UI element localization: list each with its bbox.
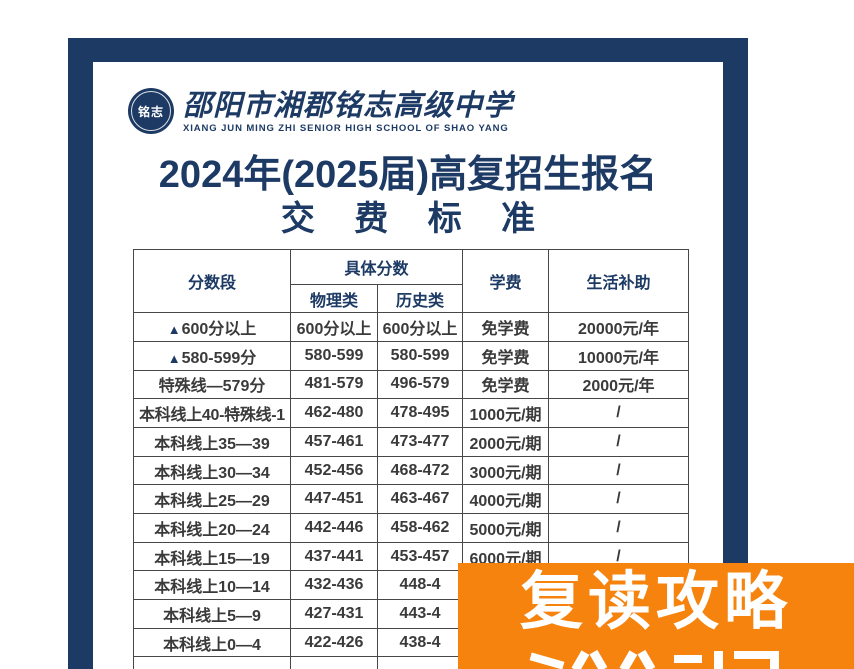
poster-title: 2024年(2025届)高复招生报名 — [158, 154, 658, 197]
segment-label: 本科线上35—39 — [154, 435, 270, 453]
cell-subsidy: / — [548, 484, 690, 515]
fee-table: 分数段 具体分数 学费 生活补助 物理类 历史类 ▲600分以上 600分以上 60… — [133, 249, 690, 669]
cell-history: 448-4 — [376, 570, 464, 601]
cell-history: 600分以上 — [376, 312, 464, 342]
header-physics: 物理类 — [290, 284, 378, 314]
cell-history: 463-467 — [376, 484, 464, 515]
cell-segment: 本科线上25—29 — [133, 484, 291, 515]
cell-physics: 447-451 — [290, 484, 378, 515]
cell-physics: 427-431 — [290, 599, 378, 629]
segment-label: 580-599分 — [181, 349, 257, 367]
cell-history: 438-4 — [376, 627, 464, 658]
header-score-segment: 分数段 — [133, 249, 291, 314]
cell-physics: 437-441 — [290, 541, 378, 572]
cell-physics: 422-426 — [290, 627, 378, 658]
cell-subsidy: / — [548, 513, 690, 543]
segment-label: 特殊线—579分 — [158, 378, 266, 396]
cell-tuition: 2000元/期 — [462, 426, 550, 457]
cell-tuition: 1000元/期 — [462, 398, 550, 428]
clipped-second-line-glyphs — [529, 649, 779, 669]
cell-tuition: 5000元/期 — [462, 513, 550, 543]
cell-tuition: 3000元/期 — [462, 455, 550, 486]
seal-text: 铭志 — [137, 104, 164, 119]
triangle-icon: ▲ — [167, 322, 181, 338]
table-row: 本科线上40-特殊线-1 462-480 478-495 1000元/期 / — [133, 398, 690, 428]
cell-segment: ▲600分以上 — [133, 312, 291, 342]
cell-history: 580-599 — [376, 340, 464, 371]
cell-history: 443-4 — [376, 599, 464, 629]
table-row: 本科线上25—29 447-451 463-467 4000元/期 / — [133, 484, 690, 515]
table-row: 特殊线—579分 481-579 496-579 免学费 2000元/年 — [133, 369, 690, 400]
cell-history: 473-477 — [376, 426, 464, 457]
cell-history: 458-462 — [376, 513, 464, 543]
segment-label: 本科线上0—4 — [163, 636, 261, 654]
cell-subsidy: / — [548, 455, 690, 486]
school-name-english: XIANG JUN MING ZHI SENIOR HIGH SCHOOL OF… — [183, 123, 509, 135]
segment-label: 本科线上40-特殊线-1 — [139, 407, 285, 425]
cell-tuition: 免学费 — [462, 340, 550, 371]
cell-subsidy: / — [548, 426, 690, 457]
cell-segment: 本科线上20—24 — [133, 513, 291, 543]
cell-history: 468-472 — [376, 455, 464, 486]
cell-subsidy: 10000元/年 — [548, 340, 690, 371]
cell-physics: 462-480 — [290, 398, 378, 428]
poster-subtitle: 交 费 标 准 — [280, 200, 551, 239]
segment-label: 600分以上 — [181, 321, 257, 339]
cell-segment: 本科线上15—19 — [133, 541, 291, 572]
cell-segment — [133, 656, 291, 669]
cell-physics — [290, 656, 378, 669]
cell-history: 478-495 — [376, 398, 464, 428]
header-history: 历史类 — [376, 284, 464, 314]
cell-segment: 本科线上0—4 — [133, 627, 291, 658]
cell-history: 453-457 — [376, 541, 464, 572]
segment-label: 本科线上25—29 — [154, 493, 270, 511]
cell-subsidy: / — [548, 398, 690, 428]
school-name-chinese: 邵阳市湘郡铭志高级中学 — [183, 88, 514, 122]
cell-subsidy: 2000元/年 — [548, 369, 690, 400]
cell-segment: 本科线上30—34 — [133, 455, 291, 486]
cell-segment: 本科线上5—9 — [133, 599, 291, 629]
cell-segment: 本科线上10—14 — [133, 570, 291, 601]
segment-label: 本科线上10—14 — [154, 579, 270, 597]
poster-frame: 铭志 邵阳市湘郡铭志高级中学 XIANG JUN MING ZHI SENIOR… — [68, 38, 748, 669]
school-name-block: 邵阳市湘郡铭志高级中学 XIANG JUN MING ZHI SENIOR HI… — [183, 88, 514, 135]
table-row: 本科线上35—39 457-461 473-477 2000元/期 / — [133, 426, 690, 457]
cell-segment: 特殊线—579分 — [133, 369, 291, 400]
overlay-banner: 复读攻略 — [458, 563, 854, 669]
poster-content-area: 铭志 邵阳市湘郡铭志高级中学 XIANG JUN MING ZHI SENIOR… — [93, 62, 723, 669]
cell-segment: 本科线上35—39 — [133, 426, 291, 457]
segment-label: 本科线上5—9 — [163, 607, 261, 625]
banner-title: 复读攻略 — [520, 567, 792, 637]
table-row: ▲600分以上 600分以上 600分以上 免学费 20000元/年 — [133, 312, 690, 342]
header-detail-scores: 具体分数 — [289, 249, 464, 286]
seal-ring — [131, 91, 171, 131]
cell-physics: 452-456 — [290, 455, 378, 486]
cell-tuition: 免学费 — [462, 369, 550, 400]
cell-physics: 600分以上 — [290, 312, 378, 342]
cell-physics: 457-461 — [290, 426, 378, 457]
segment-label: 本科线上15—19 — [154, 550, 270, 568]
cell-segment: ▲580-599分 — [133, 340, 291, 371]
cell-physics: 432-436 — [290, 570, 378, 601]
header-subsidy: 生活补助 — [548, 249, 690, 314]
segment-label: 本科线上30—34 — [154, 464, 270, 482]
header-tuition: 学费 — [462, 249, 550, 314]
cell-subsidy: 20000元/年 — [548, 312, 690, 342]
cell-tuition: 免学费 — [462, 312, 550, 342]
cell-segment: 本科线上40-特殊线-1 — [133, 398, 291, 428]
school-seal-logo: 铭志 — [128, 88, 174, 134]
segment-label: 本科线上20—24 — [154, 521, 270, 539]
table-row: ▲580-599分 580-599 580-599 免学费 10000元/年 — [133, 340, 690, 371]
cell-physics: 442-446 — [290, 513, 378, 543]
table-row: 本科线上20—24 442-446 458-462 5000元/期 / — [133, 513, 690, 543]
cell-physics: 580-599 — [290, 340, 378, 371]
cell-history — [376, 656, 464, 669]
table-row: 本科线上30—34 452-456 468-472 3000元/期 / — [133, 455, 690, 486]
triangle-icon: ▲ — [167, 350, 181, 366]
cell-tuition: 4000元/期 — [462, 484, 550, 515]
cell-history: 496-579 — [376, 369, 464, 400]
school-logo-row: 铭志 邵阳市湘郡铭志高级中学 XIANG JUN MING ZHI SENIOR… — [128, 88, 723, 134]
cell-physics: 481-579 — [290, 369, 378, 400]
